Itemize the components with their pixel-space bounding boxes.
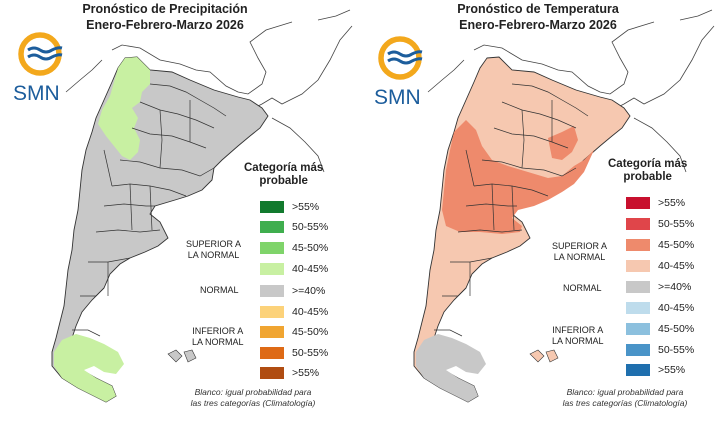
legend-label: 40-45% <box>658 302 695 314</box>
legend-swatch <box>259 220 285 234</box>
legend-swatch <box>625 301 651 315</box>
group-normal: NORMAL <box>563 283 602 293</box>
legend-label: 40-45% <box>292 263 329 275</box>
legend-label: 45-50% <box>292 242 329 254</box>
smn-logo-text: SMN <box>13 82 60 105</box>
legend-swatch <box>625 363 651 377</box>
legend-label: 50-55% <box>658 344 695 356</box>
legend-label: 45-50% <box>658 239 695 251</box>
normal-south-area <box>416 334 486 402</box>
legend-footnote: Blanco: igual probabilidad para las tres… <box>548 387 702 409</box>
legend-swatch <box>625 280 651 294</box>
logo-sun-ring <box>378 36 422 80</box>
group-superior-line1: SUPERIOR A <box>186 239 242 249</box>
province-borders <box>434 83 589 337</box>
temperature-map: SMN <box>374 9 715 403</box>
legend-title-line1: Categoría más <box>244 162 324 174</box>
argentina-landmass <box>51 56 269 403</box>
smn-logo-text: SMN <box>374 86 421 109</box>
above-normal-south-area <box>54 334 124 402</box>
legend-label: >=40% <box>292 285 326 297</box>
group-inferior: INFERIOR A LA NORMAL <box>192 326 244 348</box>
legend-swatch <box>259 284 285 298</box>
malvinas-islands <box>167 349 197 363</box>
above-normal-north-area <box>98 57 150 160</box>
province-borders <box>72 83 227 337</box>
legend-label: >55% <box>658 364 686 376</box>
footnote-line1: Blanco: igual probabilidad para <box>566 387 684 397</box>
group-inferior-line2: LA NORMAL <box>552 336 604 346</box>
precipitation-title: Pronóstico de Precipitación Enero-Febrer… <box>0 1 330 33</box>
legend-label: 40-45% <box>658 260 695 272</box>
precipitation-map: SMN <box>13 9 353 403</box>
legend-swatch <box>259 262 285 276</box>
precipitation-title-line1: Pronóstico de Precipitación <box>82 2 248 16</box>
legend-title-line2: probable <box>623 171 672 183</box>
legend-label: 40-45% <box>292 306 329 318</box>
legend-label: >55% <box>292 367 320 379</box>
precipitation-period: Enero-Febrero-Marzo 2026 <box>86 18 244 32</box>
group-inferior-line1: INFERIOR A <box>552 325 604 335</box>
legend-swatch <box>625 217 651 231</box>
legend-label: 45-50% <box>292 326 329 338</box>
legend-swatch <box>625 196 651 210</box>
temperature-forecast-panel: Pronóstico de Temperatura Enero-Febrero-… <box>362 0 723 422</box>
neighbor-borders <box>427 9 715 173</box>
legend-swatch <box>625 343 651 357</box>
legend-swatch <box>625 259 651 273</box>
group-inferior-line2: LA NORMAL <box>192 337 244 347</box>
group-inferior: INFERIOR A LA NORMAL <box>552 325 604 347</box>
footnote-line2: las tres categorías (Climatología) <box>562 398 688 408</box>
legend-title: Categoría más probable <box>608 158 687 184</box>
legend-title-line1: Categoría más <box>608 158 688 170</box>
legend-label: 50-55% <box>292 221 329 233</box>
legend-swatch <box>259 305 285 319</box>
logo-wave-2 <box>27 53 63 61</box>
legend-label: >55% <box>292 201 320 213</box>
temperature-title: Pronóstico de Temperatura Enero-Febrero-… <box>362 1 714 33</box>
legend-swatch <box>259 325 285 339</box>
group-superior: SUPERIOR A LA NORMAL <box>186 239 241 261</box>
group-normal: NORMAL <box>200 285 239 295</box>
footnote-line2: las tres categorías (Climatología) <box>190 398 316 408</box>
legend-swatch <box>259 241 285 255</box>
precipitation-forecast-panel: Pronóstico de Precipitación Enero-Febrer… <box>0 0 361 422</box>
legend-swatch <box>259 346 285 360</box>
legend-title-line2: probable <box>259 175 308 187</box>
above-normal-northeast-area <box>548 126 578 160</box>
logo-wave-1 <box>27 46 63 54</box>
group-inferior-line1: INFERIOR A <box>192 326 244 336</box>
legend-label: 50-55% <box>658 218 695 230</box>
logo-wave-1 <box>387 50 423 58</box>
legend-swatch <box>625 322 651 336</box>
malvinas-islands <box>529 349 559 363</box>
logo-sun-ring <box>18 32 62 76</box>
footnote-line1: Blanco: igual probabilidad para <box>194 387 312 397</box>
legend-swatch <box>625 238 651 252</box>
group-superior-line2: LA NORMAL <box>187 250 240 260</box>
neighbor-borders <box>65 9 353 173</box>
smn-logo: SMN <box>374 36 423 109</box>
temperature-period: Enero-Febrero-Marzo 2026 <box>459 18 617 32</box>
legend-swatch <box>259 200 285 214</box>
legend-title: Categoría más probable <box>244 162 323 188</box>
group-superior-line2: LA NORMAL <box>553 252 606 262</box>
legend-label: 45-50% <box>658 323 695 335</box>
legend-label: >=40% <box>658 281 692 293</box>
above-normal-central-area <box>442 120 594 234</box>
group-superior-line1: SUPERIOR A <box>552 241 608 251</box>
group-superior: SUPERIOR A LA NORMAL <box>552 241 607 263</box>
legend-label: 50-55% <box>292 347 329 359</box>
legend-swatch <box>259 366 285 380</box>
legend-footnote: Blanco: igual probabilidad para las tres… <box>176 387 330 409</box>
smn-logo: SMN <box>13 32 63 105</box>
logo-wave-2 <box>387 57 423 65</box>
temperature-title-line1: Pronóstico de Temperatura <box>457 2 619 16</box>
legend-label: >55% <box>658 197 686 209</box>
